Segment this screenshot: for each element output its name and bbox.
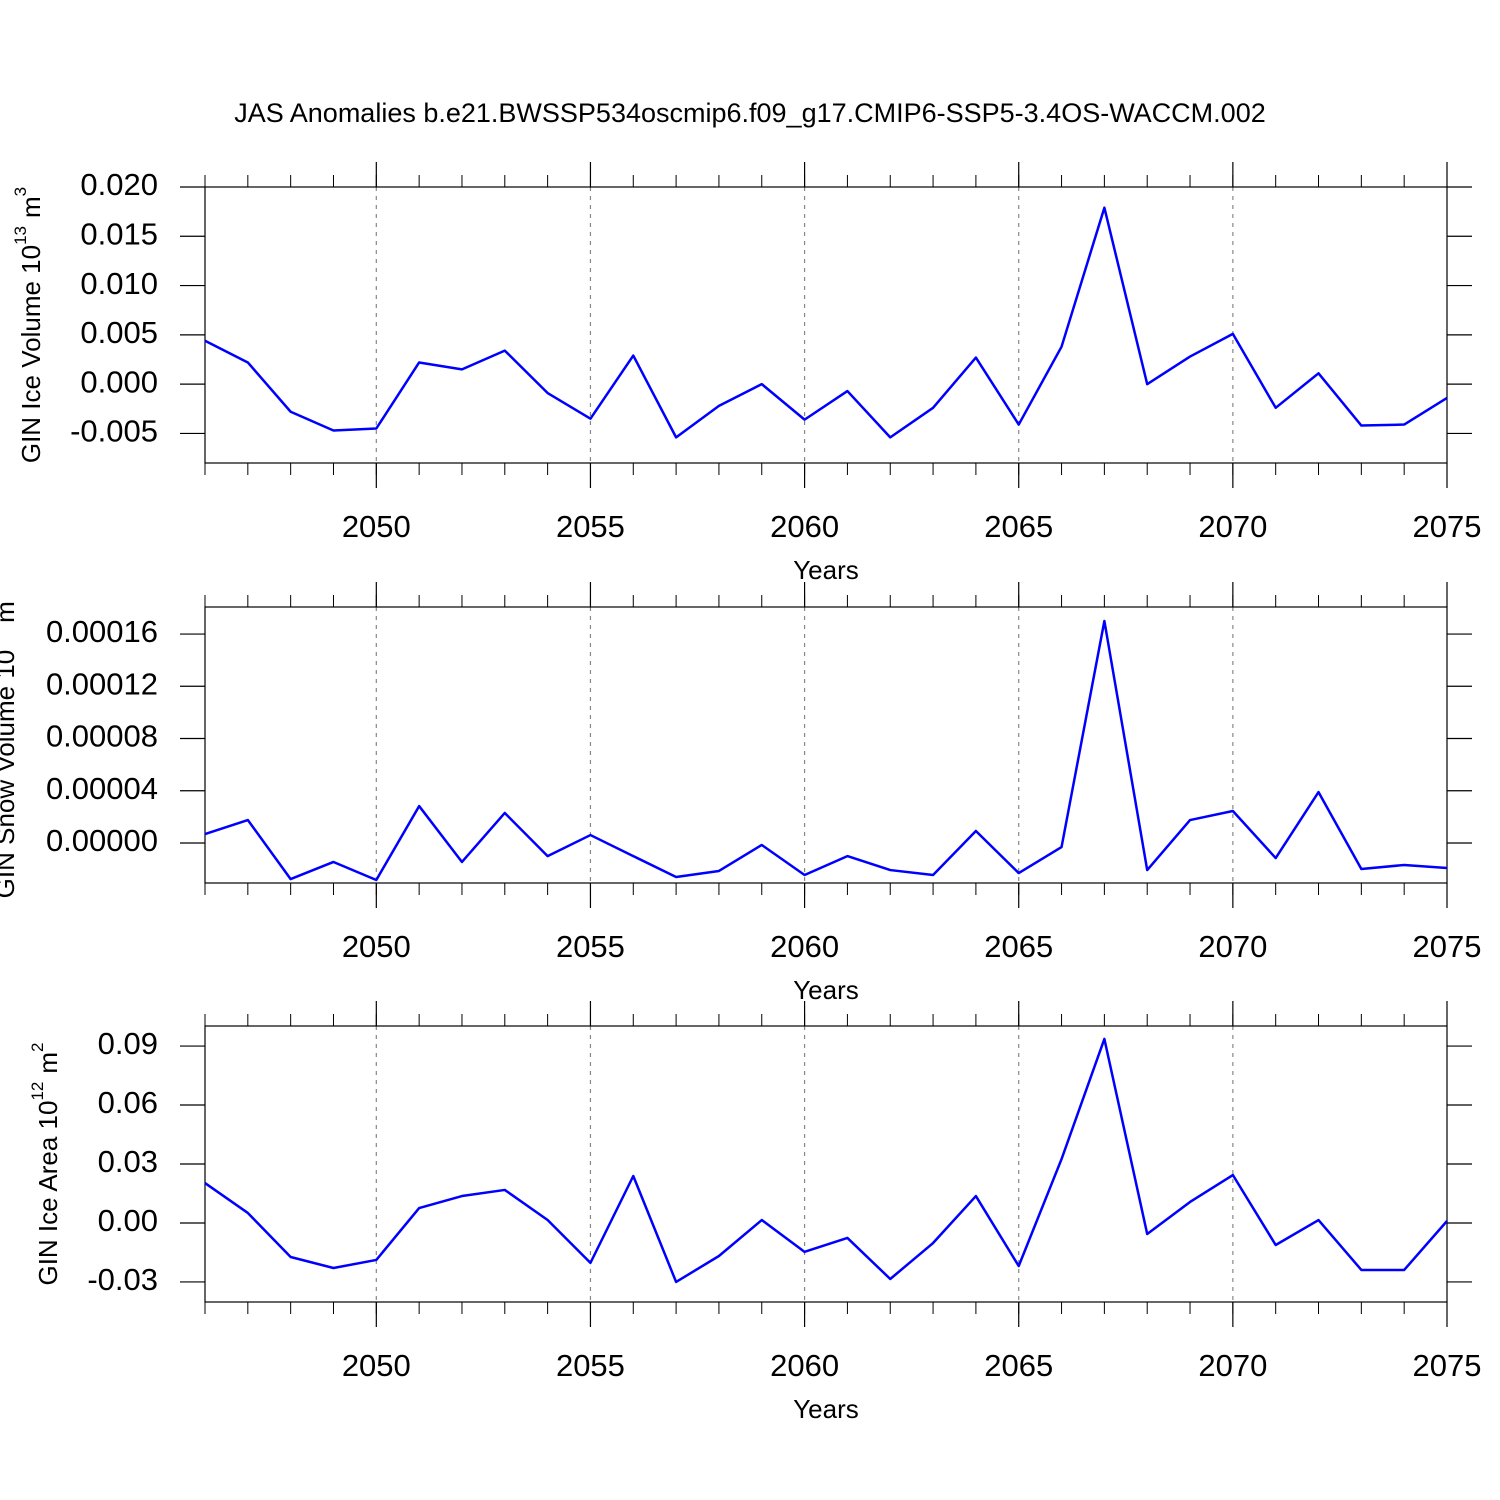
x-axis-label: Years [793, 975, 859, 1005]
data-line [204, 206, 1448, 439]
y-tick-label: 0.06 [98, 1085, 158, 1120]
y-axis-label: GIN Snow Volume 1013 m3 [0, 592, 20, 899]
x-tick-label: 2060 [770, 509, 839, 544]
y-axis-label-text: GIN Snow Volume 10 [0, 650, 20, 899]
figure-title: JAS Anomalies b.e21.BWSSP534oscmip6.f09_… [234, 98, 1265, 128]
x-tick-label: 2065 [984, 509, 1053, 544]
x-tick-label: 2065 [984, 1348, 1053, 1383]
plot-frame [204, 606, 1448, 884]
y-tick-label: 0.00 [98, 1203, 158, 1238]
y-tick-label: 0.00004 [46, 771, 158, 806]
y-axis-label: GIN Ice Volume 1013 m3 [11, 187, 45, 463]
y-tick-label: -0.005 [70, 414, 158, 449]
data-line [204, 1037, 1448, 1284]
y-tick-label: 0.010 [80, 266, 158, 301]
y-tick-label: 0.00012 [46, 666, 158, 701]
x-axis-label: Years [793, 1394, 859, 1424]
y-tick-label: -0.03 [87, 1262, 158, 1297]
y-tick-label: 0.00000 [46, 823, 158, 858]
x-tick-label: 2060 [770, 929, 839, 964]
x-tick-label: 2050 [342, 1348, 411, 1383]
y-axis-label: GIN Ice Area 1012 m2 [28, 1042, 62, 1285]
x-tick-label: 2055 [556, 1348, 625, 1383]
y-axis-label-unit-exponent: 2 [28, 1042, 47, 1051]
plot-frame [204, 186, 1448, 464]
x-tick-label: 2070 [1198, 929, 1267, 964]
y-axis-label-exponent: 12 [28, 1082, 47, 1101]
y-tick-label: 0.09 [98, 1026, 158, 1061]
x-tick-label: 2075 [1413, 509, 1482, 544]
y-tick-label: 0.015 [80, 216, 158, 251]
y-axis-label-exponent: 13 [11, 226, 30, 245]
data-line [204, 619, 1448, 882]
y-axis-label-unit: m [33, 1052, 63, 1074]
plot-frame [204, 1025, 1448, 1303]
x-tick-label: 2075 [1413, 929, 1482, 964]
x-tick-label: 2050 [342, 509, 411, 544]
x-axis-label: Years [793, 555, 859, 585]
y-tick-label: 0.03 [98, 1144, 158, 1179]
y-axis-label-unit-exponent: 3 [11, 187, 30, 196]
y-tick-label: 0.000 [80, 364, 158, 399]
x-tick-label: 2055 [556, 509, 625, 544]
y-axis-label-text: GIN Ice Area 10 [33, 1101, 63, 1286]
x-tick-label: 2060 [770, 1348, 839, 1383]
x-tick-label: 2070 [1198, 509, 1267, 544]
x-tick-label: 2065 [984, 929, 1053, 964]
y-tick-label: 0.020 [80, 167, 158, 202]
x-tick-label: 2055 [556, 929, 625, 964]
y-axis-label-unit: m [0, 601, 20, 623]
x-tick-label: 2070 [1198, 1348, 1267, 1383]
y-axis-label-exponent: 13 [0, 631, 4, 650]
y-axis-label-unit: m [16, 196, 46, 218]
y-tick-label: 0.00008 [46, 719, 158, 754]
y-axis-label-unit-exponent: 3 [0, 592, 4, 601]
x-tick-label: 2075 [1413, 1348, 1482, 1383]
y-axis-label-text: GIN Ice Volume 10 [16, 245, 46, 463]
y-tick-label: 0.005 [80, 315, 158, 350]
x-tick-label: 2050 [342, 929, 411, 964]
y-tick-label: 0.00016 [46, 614, 158, 649]
